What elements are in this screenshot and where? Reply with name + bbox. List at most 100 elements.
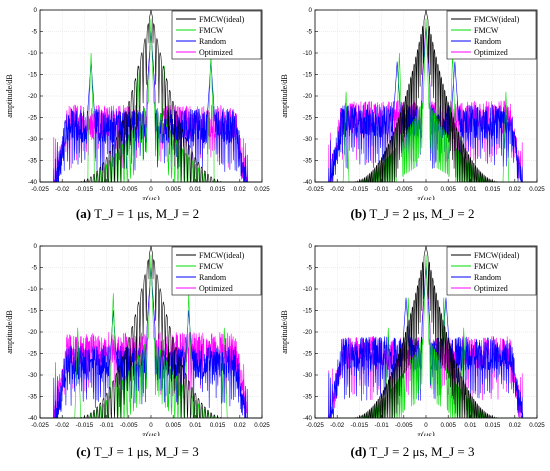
y-tick-label: -10 (28, 286, 38, 293)
y-tick-label: -5 (31, 265, 37, 272)
y-tick-label: -15 (28, 72, 38, 79)
x-tick-label: -0.005 (120, 186, 138, 193)
x-tick-label: 0.02 (234, 422, 247, 429)
x-tick-label: 0.01 (464, 186, 477, 193)
x-tick-label: -0.015 (351, 186, 369, 193)
caption-d: (d) T_J = 2 μs, M_J = 3 (275, 444, 550, 460)
y-tick-label: 0 (34, 243, 38, 250)
series-random (315, 267, 537, 419)
panel-b: -0.025 -0.02 -0.015 -0.01 -0.005 0 0.005 0.01 0.… (275, 0, 550, 235)
y-tick-label: -20 (28, 93, 38, 100)
y-axis-label: amptitude/dB (5, 310, 14, 354)
x-tick-label: 0.02 (509, 422, 522, 429)
y-tick-label: -25 (28, 351, 38, 358)
y-tick-label: -35 (303, 158, 313, 165)
x-tick-label: -0.005 (120, 422, 138, 429)
y-tick-label: -15 (303, 72, 313, 79)
legend-label: FMCW (199, 262, 224, 271)
x-axis-label: τ(μs) (417, 194, 434, 200)
x-axis-label: τ(μs) (142, 194, 159, 200)
y-tick-label: -5 (306, 29, 312, 36)
caption-text: T_J = 1 μs, M_J = 3 (93, 444, 199, 459)
y-tick-label: -40 (303, 415, 313, 422)
x-tick-label: -0.02 (330, 186, 345, 193)
y-tick-label: -25 (303, 351, 313, 358)
x-tick-label: -0.01 (100, 186, 115, 193)
y-tick-label: -30 (303, 372, 313, 379)
x-tick-label: 0.005 (165, 186, 181, 193)
x-tick-label: -0.015 (351, 422, 369, 429)
legend-label: Optimized (474, 284, 508, 293)
y-tick-label: -35 (28, 158, 38, 165)
y-axis-label: amptitude/dB (280, 74, 289, 118)
y-tick-label: -35 (303, 394, 313, 401)
chart-c: -0.025 -0.02 -0.015 -0.01 -0.005 0 0.005 0.01 0.… (5, 243, 270, 436)
x-tick-label: 0.005 (440, 186, 456, 193)
caption-c: (c) T_J = 1 μs, M_J = 3 (0, 444, 275, 460)
y-tick-label: 0 (309, 7, 313, 14)
x-tick-label: 0.005 (440, 422, 456, 429)
caption-text: T_J = 2 μs, M_J = 3 (369, 444, 475, 459)
y-axis-label: amptitude/dB (5, 74, 14, 118)
y-tick-label: -30 (28, 136, 38, 143)
chart-d: -0.025 -0.02 -0.015 -0.01 -0.005 0 0.005 0.01 0.… (280, 243, 545, 436)
chart-b: -0.025 -0.02 -0.015 -0.01 -0.005 0 0.005 0.01 0.… (280, 7, 545, 200)
legend-label: Optimized (199, 284, 233, 293)
x-tick-label: 0.015 (485, 186, 501, 193)
x-tick-label: 0.025 (529, 422, 545, 429)
y-tick-label: -25 (303, 115, 313, 122)
x-tick-label: -0.005 (395, 422, 413, 429)
x-tick-label: -0.025 (306, 422, 324, 429)
panel-a: -0.025 -0.02 -0.015 -0.01 -0.005 0 0.005 0.01 0.… (0, 0, 275, 235)
x-tick-label: 0.005 (165, 422, 181, 429)
x-tick-label: 0.01 (189, 186, 202, 193)
legend-label: FMCW(ideal) (474, 251, 520, 260)
x-tick-label: 0 (149, 422, 153, 429)
caption-text: T_J = 1 μs, M_J = 2 (94, 206, 200, 221)
x-tick-label: 0.02 (509, 186, 522, 193)
y-tick-label: -25 (28, 115, 38, 122)
legend-label: FMCW(ideal) (474, 15, 520, 24)
caption-b: (b) T_J = 2 μs, M_J = 2 (275, 206, 550, 222)
x-tick-label: -0.025 (306, 186, 324, 193)
y-tick-label: 0 (34, 7, 38, 14)
y-tick-label: -20 (303, 93, 313, 100)
x-tick-label: -0.025 (31, 422, 49, 429)
x-tick-label: 0.01 (189, 422, 202, 429)
y-tick-label: -10 (28, 50, 38, 57)
x-axis-label: τ(μs) (142, 430, 159, 436)
x-tick-label: 0 (149, 186, 153, 193)
caption-tag: (a) (75, 206, 92, 221)
legend-label: FMCW (474, 26, 499, 35)
y-tick-label: -10 (303, 50, 313, 57)
caption-a: (a) T_J = 1 μs, M_J = 2 (0, 206, 275, 222)
y-tick-label: -10 (303, 286, 313, 293)
x-tick-label: -0.02 (55, 422, 70, 429)
y-tick-label: -20 (28, 329, 38, 336)
x-tick-label: 0.02 (234, 186, 247, 193)
legend-label: FMCW (199, 26, 224, 35)
caption-tag: (d) (350, 444, 367, 459)
y-tick-label: -40 (28, 179, 38, 186)
legend-label: Optimized (474, 48, 508, 57)
y-tick-label: -5 (306, 265, 312, 272)
x-tick-label: 0.01 (464, 422, 477, 429)
x-tick-label: 0.025 (254, 422, 270, 429)
legend-label: Random (199, 273, 227, 282)
x-tick-label: 0.015 (210, 422, 226, 429)
legend-label: FMCW(ideal) (199, 15, 245, 24)
caption-tag: (c) (76, 444, 91, 459)
y-tick-label: -35 (28, 394, 38, 401)
x-tick-label: -0.025 (31, 186, 49, 193)
legend-label: FMCW(ideal) (199, 251, 245, 260)
x-tick-label: -0.015 (76, 422, 94, 429)
y-axis-label: amptitude/dB (280, 310, 289, 354)
y-tick-label: -30 (303, 136, 313, 143)
y-tick-label: -5 (31, 29, 37, 36)
x-tick-label: -0.02 (330, 422, 345, 429)
y-tick-label: -15 (28, 308, 38, 315)
series-random (40, 31, 262, 183)
legend-label: Random (474, 273, 502, 282)
y-tick-label: -40 (303, 179, 313, 186)
x-tick-label: -0.015 (76, 186, 94, 193)
